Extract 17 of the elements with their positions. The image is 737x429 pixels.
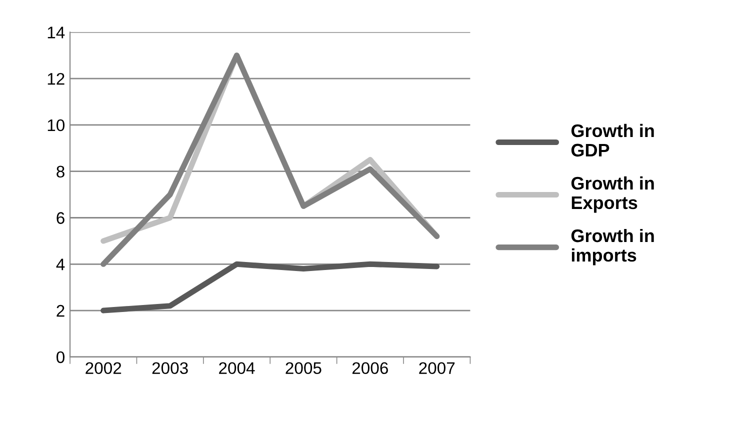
y-tick-label: 8 — [56, 166, 64, 178]
x-tick-label: 2007 — [419, 362, 455, 374]
y-tick-label: 12 — [48, 72, 64, 85]
x-tick-label: 2002 — [86, 362, 122, 374]
x-tick-label: 2003 — [152, 362, 188, 374]
legend-label: Growth in imports — [571, 228, 654, 266]
y-tick-label: 6 — [56, 212, 64, 224]
y-tick-label: 0 — [56, 351, 65, 364]
y-tick-label: 10 — [48, 119, 65, 132]
y-tick-label: 4 — [56, 258, 65, 270]
x-tick-label: 2006 — [352, 362, 388, 374]
y-tick-label: 2 — [56, 304, 64, 317]
x-tick-label: 2004 — [219, 362, 255, 374]
legend-label: Growth in Exports — [571, 176, 654, 213]
y-tick-label: 14 — [48, 26, 65, 38]
x-tick-label: 2005 — [286, 362, 322, 374]
legend-label: Growth in GDP — [571, 124, 654, 157]
